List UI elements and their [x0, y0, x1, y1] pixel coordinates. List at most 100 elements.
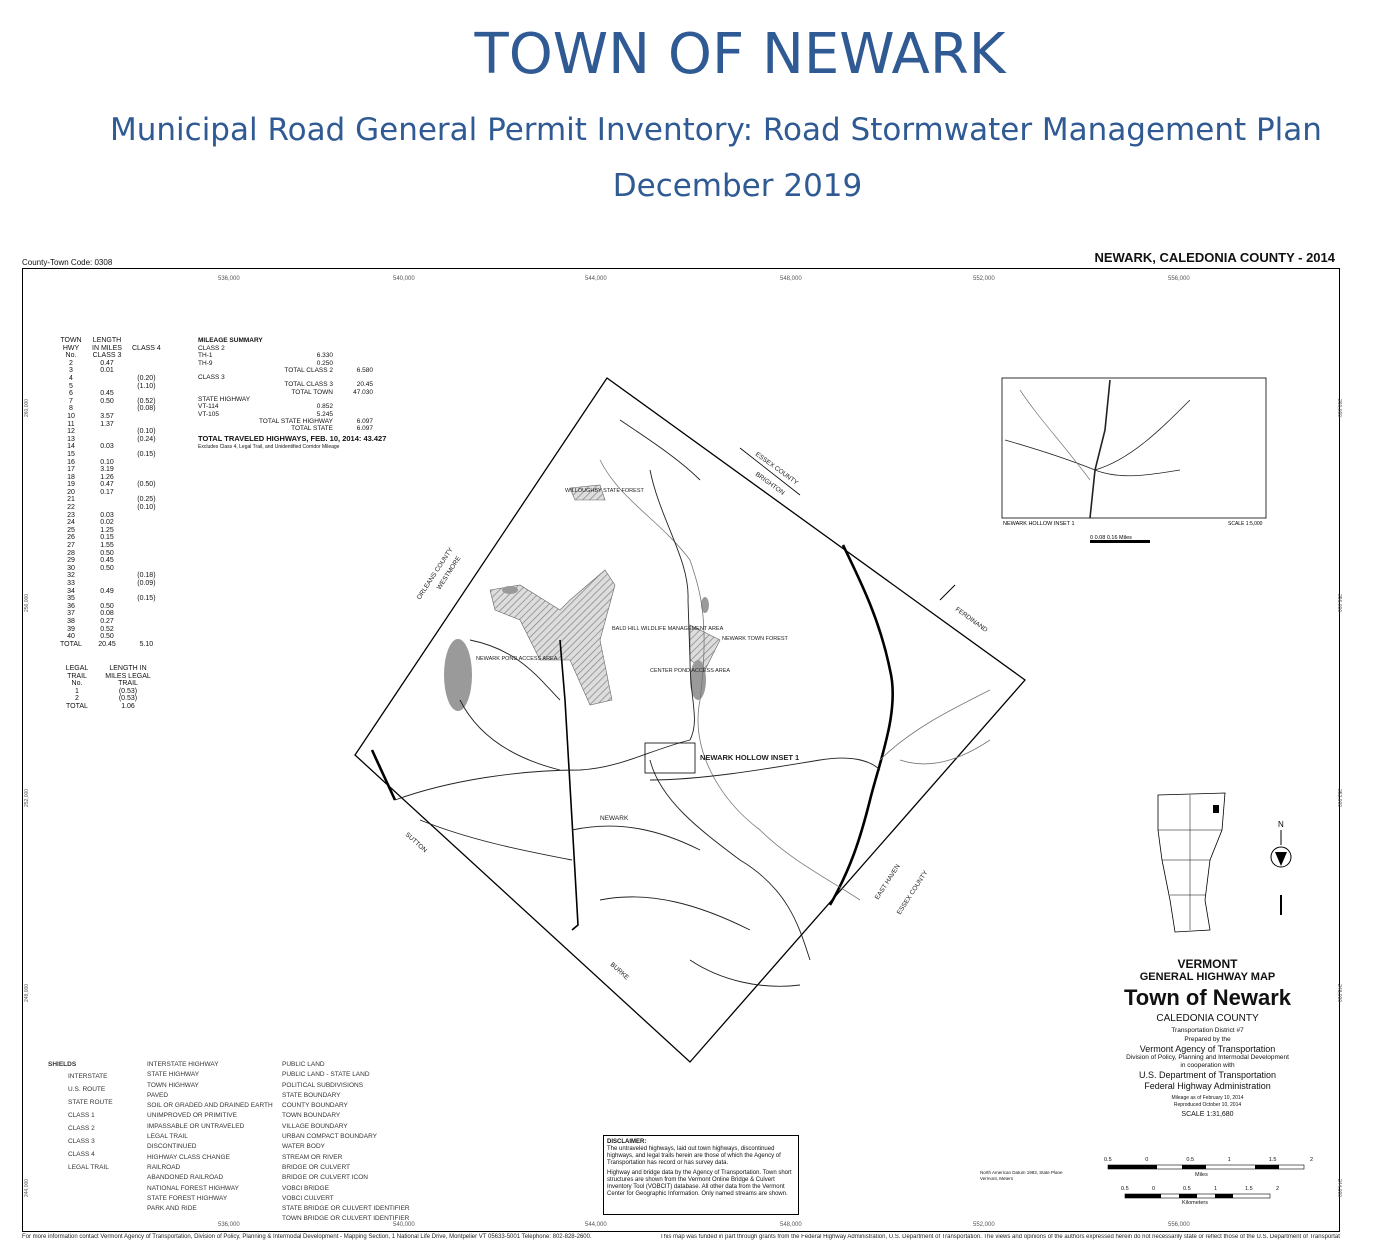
- table-cell: 3: [69, 367, 73, 375]
- summary-label: CLASS 3: [198, 374, 225, 382]
- inset-scale-bar: [1090, 540, 1150, 543]
- newark-highlight: [1213, 805, 1219, 813]
- disclaimer-box: DISCLAIMER: The untraveled highways, lai…: [603, 1135, 799, 1215]
- legend-boundaries: PUBLIC LAND PUBLIC LAND - STATE LAND POLIT…: [257, 1060, 410, 1225]
- legend-item: LEGAL TRAIL: [147, 1133, 188, 1141]
- state-highway: [370, 749, 397, 801]
- legend-item: U.S. ROUTE: [68, 1086, 106, 1094]
- summary-sub: 5.245: [316, 410, 333, 418]
- top-tick-label: 548,000: [780, 276, 802, 282]
- legend-item: VOBCI BRIDGE: [282, 1184, 329, 1192]
- summary-line: TOTAL STATE 6.097: [198, 425, 378, 432]
- side-tick-label: 252,000: [1336, 788, 1343, 808]
- legend-item: BRIDGE OR CULVERT ICON: [282, 1174, 368, 1182]
- table-cell: 23: [67, 511, 75, 519]
- summary-label: VT-114: [198, 403, 219, 411]
- table-row: 29 0.45: [56, 557, 165, 565]
- table-cell: 36: [67, 602, 75, 610]
- table-row: 33 (0.09): [56, 580, 165, 588]
- table-cell: 0.45: [100, 390, 114, 398]
- summary-line: TOTAL TOWN 47.030: [198, 389, 378, 396]
- town-boundary-tick: [939, 584, 956, 601]
- legend-item: PAVED: [147, 1091, 169, 1099]
- table-cell: 2: [69, 359, 73, 367]
- bottom-tick-label: 540,000: [393, 1222, 415, 1228]
- inset-map-frame: [1001, 377, 1267, 519]
- side-tick-label: 256,000: [24, 593, 31, 613]
- total-traveled: TOTAL TRAVELED HIGHWAYS, FEB. 10, 2014: …: [198, 433, 387, 443]
- disclaimer-p1: The untraveled highways, laid out town h…: [607, 1146, 781, 1166]
- table-cell: 6: [69, 390, 73, 398]
- tb-scale: SCALE 1:31,680: [1181, 1111, 1234, 1118]
- inset-title: NEWARK HOLLOW INSET 1: [1003, 521, 1075, 527]
- table-cell: 21: [67, 496, 75, 504]
- scale-miles-labels: 0.5 0 0.5 1 1.5 2: [1104, 1157, 1313, 1165]
- inset-scale-ratio: SCALE 1:5,000: [1228, 521, 1263, 527]
- table-cell: 14: [67, 443, 75, 451]
- mileage-note: Excludes Class 4, Legal Trail, and Unide…: [198, 443, 340, 450]
- legend-item: STATE FOREST HIGHWAY: [147, 1194, 228, 1202]
- scale-label: 2: [1276, 1186, 1280, 1192]
- bottom-tick-label: 556,000: [1168, 1222, 1190, 1228]
- table-row: 18 1.26: [56, 474, 165, 482]
- legend-item: STATE ROUTE: [68, 1099, 113, 1107]
- top-tick-label: 556,000: [1168, 276, 1190, 282]
- table-cell: 19: [67, 481, 75, 489]
- top-tick-label: 544,000: [585, 276, 607, 282]
- label-ferdinand: FERDINAND: [954, 606, 989, 634]
- legend-item: CLASS 4: [68, 1151, 95, 1159]
- scale-label: 0.5: [1104, 1157, 1112, 1163]
- table-row: 23 0.03: [56, 512, 165, 520]
- tb-town: Town of Newark: [1123, 985, 1292, 1010]
- table-cell: 11: [67, 420, 75, 428]
- projection-note: North American Datum 1983, State Plane V…: [980, 1170, 1063, 1181]
- side-tick-label: 256,000: [1336, 593, 1343, 613]
- side-tick-label: 248,000: [24, 983, 31, 1003]
- top-tick-label: 552,000: [973, 276, 995, 282]
- table-cell: 8: [69, 405, 73, 413]
- summary-line: VT-105 5.245: [198, 411, 378, 418]
- map-frame: [22, 268, 1340, 1232]
- table-row: 10 3.57: [56, 413, 165, 421]
- table-cell: 5.10: [139, 640, 154, 648]
- table-cell: 5: [69, 382, 73, 390]
- legend-item: PUBLIC LAND: [282, 1061, 325, 1068]
- table-cell: 26: [67, 534, 75, 542]
- legend-item: URBAN COMPACT BOUNDARY: [282, 1133, 377, 1141]
- town-highway: [559, 639, 579, 931]
- scale-label: 1.5: [1268, 1157, 1277, 1163]
- scale-bar-miles: [1107, 1164, 1305, 1170]
- table-cell: (0.09): [137, 580, 156, 587]
- table-cell: 1.25: [100, 526, 114, 534]
- vermont-locator-map: [1157, 792, 1226, 933]
- table-cell: 20: [67, 488, 75, 496]
- bald-hill-wma: [489, 569, 616, 706]
- label-state-forest: WILLOUGHBY STATE FOREST: [565, 488, 644, 494]
- tb-state: VERMONT: [1177, 957, 1238, 971]
- summary-sub: TOTAL CLASS 2: [284, 366, 333, 374]
- scale-label: 0.5: [1183, 1186, 1191, 1192]
- summary-line: STATE HIGHWAY: [198, 396, 378, 403]
- table-row: 34 0.49: [56, 588, 165, 596]
- summary-label: CLASS 2: [198, 345, 225, 352]
- table-row: 16 0.10: [56, 459, 165, 467]
- legend-item: ABANDONED RAILROAD: [147, 1174, 224, 1182]
- table-row: 7 0.50 (0.52): [56, 398, 165, 406]
- legend-item: PARK AND RIDE: [147, 1205, 197, 1213]
- tb-map-type: GENERAL HIGHWAY MAP: [1139, 971, 1276, 983]
- table-cell: (0.10): [137, 428, 156, 436]
- legal-trail-table: LEGAL TRAIL No. LENGTH IN MILES LEGAL TR…: [60, 665, 162, 711]
- town-boundary: [354, 377, 1026, 1063]
- legend-item: WATER BODY: [282, 1143, 325, 1151]
- summary-sub: 6.330: [316, 352, 333, 360]
- legend-item: STREAM OR RIVER: [282, 1153, 343, 1161]
- table-cell: (0.53): [118, 687, 138, 695]
- map-heading: NEWARK, CALEDONIA COUNTY - 2014: [1094, 250, 1335, 265]
- table-row: 35 (0.15): [56, 595, 165, 603]
- label-town-forest: NEWARK TOWN FOREST: [722, 636, 789, 642]
- summary-sub: TOTAL CLASS 3: [284, 381, 333, 389]
- summary-sub: 0.250: [316, 359, 333, 367]
- table-cell: (0.15): [137, 450, 156, 458]
- legend-item: DISCONTINUED: [147, 1143, 197, 1151]
- table-cell: 24: [67, 519, 75, 527]
